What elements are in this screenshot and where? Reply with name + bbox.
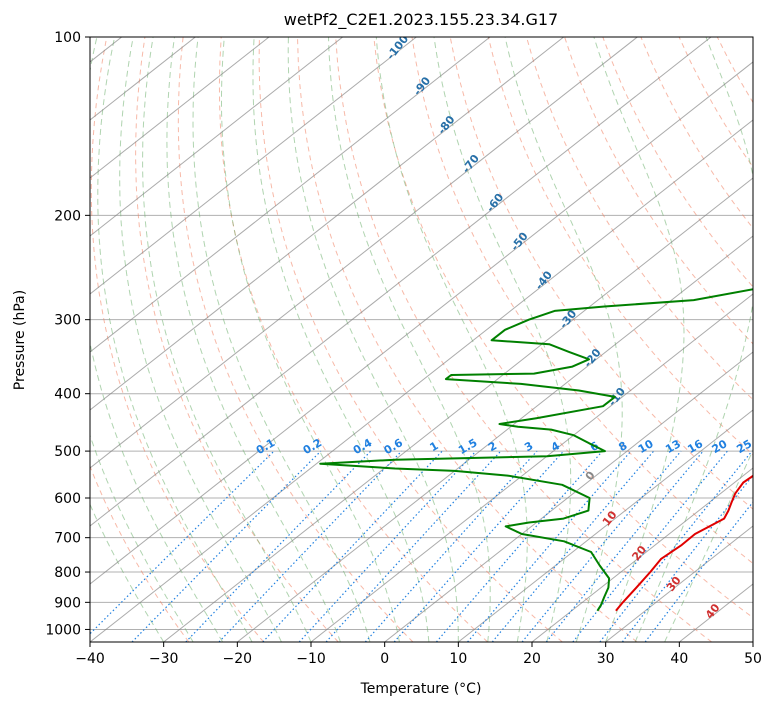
x-axis-tick-label: 30 <box>597 651 615 667</box>
dry-adiabat-line <box>564 37 753 345</box>
moist-adiabat-line <box>664 448 753 642</box>
y-axis-tick-label: 400 <box>54 387 81 403</box>
y-axis-tick-label: 800 <box>54 565 81 581</box>
y-axis-tick-label: 700 <box>54 531 81 547</box>
moist-adiabat-line <box>166 37 341 642</box>
mixing-ratio-line <box>393 450 565 642</box>
isotherm-line <box>237 235 753 642</box>
dry-adiabat-line <box>297 37 638 642</box>
isotherm-line <box>90 61 753 585</box>
dry-adiabat-line <box>258 37 563 642</box>
isotherm-line <box>90 37 712 527</box>
moist-adiabat-line <box>634 37 753 642</box>
isotherm-line <box>310 293 753 642</box>
mixing-ratio-line <box>491 450 655 642</box>
chart-title: wetPf2_C2E1.2023.155.23.34.G17 <box>284 10 558 30</box>
y-axis-tick-label: 100 <box>54 30 81 46</box>
isotherm-line <box>90 119 753 642</box>
dry-adiabat-line <box>373 37 753 619</box>
mixing-ratio-line <box>325 450 502 642</box>
moist-adiabat-line <box>142 37 312 642</box>
series-layer <box>319 288 753 612</box>
mixing-ratio-line <box>644 501 753 642</box>
temperature-profile-line <box>615 474 753 612</box>
dry-adiabat-line <box>411 37 753 565</box>
mixing-ratio-line <box>218 450 403 642</box>
x-axis-title: Temperature (°C) <box>360 681 482 697</box>
x-axis-tick-label: −30 <box>149 651 179 667</box>
moist-adiabat-line <box>287 37 459 642</box>
isotherm-line <box>90 37 417 295</box>
dry-adiabat-line <box>487 37 753 456</box>
x-axis-tick-label: 40 <box>670 651 688 667</box>
isotherm-line <box>90 37 638 469</box>
moist-adiabat-line <box>119 37 282 642</box>
y-axis-title: Pressure (hPa) <box>12 290 28 390</box>
isotherm-line <box>90 37 564 411</box>
y-axis-tick-label: 1000 <box>45 622 81 638</box>
moist-adiabat-line <box>252 37 430 642</box>
moist-adiabat-line <box>192 37 371 642</box>
dewpoint-profile-line <box>319 288 753 612</box>
moist-adiabat-line <box>504 37 623 642</box>
x-axis-tick-label: 0 <box>380 651 389 667</box>
mixing-ratio-line <box>521 450 682 642</box>
dry-adiabat-line <box>218 37 488 642</box>
axes-layer: −40 −30 −20 −10 0 10 20 30 40 50 100 200 300 400 500 60… <box>45 30 762 667</box>
y-axis-tick-label: 600 <box>54 491 81 507</box>
x-axis-tick-label: 50 <box>744 651 762 667</box>
moist-adiabat-line <box>593 37 685 642</box>
moist-adiabat-line <box>375 37 528 642</box>
x-axis-tick-label: 10 <box>449 651 467 667</box>
isotherm-line <box>90 37 270 179</box>
y-axis-tick-label: 900 <box>54 595 81 611</box>
isotherm-line <box>531 467 753 642</box>
grid-layer <box>90 37 753 642</box>
isotherm-line <box>605 525 753 642</box>
x-axis-tick-label: −20 <box>223 651 253 667</box>
mixing-ratio-line <box>131 450 322 642</box>
isotherm-line <box>90 37 343 237</box>
isotherm-line <box>163 177 753 642</box>
x-axis-tick-label: −40 <box>75 651 105 667</box>
mixing-ratio-line <box>298 450 477 642</box>
moist-adiabat-line <box>97 37 253 642</box>
mixing-ratio-line <box>572 450 728 642</box>
mixing-ratio-label: 25 <box>734 437 754 456</box>
moist-adiabat-line <box>433 37 572 642</box>
mixing-ratio-line <box>364 450 538 642</box>
isotherm-line <box>458 409 753 642</box>
y-axis-tick-label: 200 <box>54 208 81 224</box>
y-axis-tick-label: 500 <box>54 444 81 460</box>
mixing-ratio-line <box>599 450 753 642</box>
dry-adiabat-line <box>526 37 753 401</box>
isotherm-line <box>90 37 491 353</box>
x-axis-tick-label: −10 <box>296 651 326 667</box>
mixing-ratio-line <box>90 450 275 635</box>
mixing-ratio-line <box>185 450 372 642</box>
moist-adiabat-line <box>221 37 400 642</box>
mixing-ratio-line <box>545 450 704 642</box>
plot-frame <box>89 36 754 643</box>
moist-adiabat-line <box>328 37 491 642</box>
isotherm-line <box>384 351 753 642</box>
x-axis-tick-label: 20 <box>523 651 541 667</box>
mixing-ratio-line <box>262 450 443 642</box>
y-axis-tick-label: 300 <box>54 313 81 329</box>
